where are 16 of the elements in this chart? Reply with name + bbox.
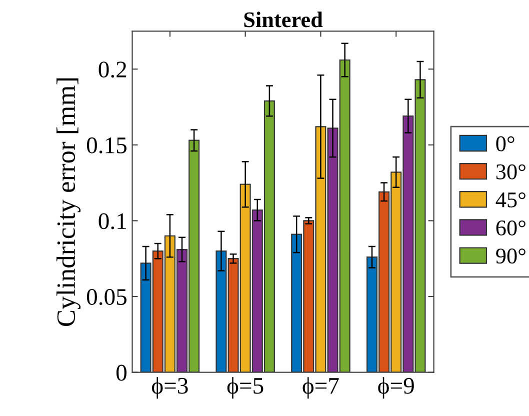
x-tick-label: ϕ=7 (302, 377, 339, 399)
y-tick-label: 0 (116, 364, 126, 381)
legend-label: 90° (496, 248, 526, 264)
legend-label: 0° (496, 136, 514, 152)
chart-title: Sintered (244, 12, 323, 28)
y-tick-label: 0.05 (86, 289, 126, 306)
legend-label: 45° (496, 192, 526, 208)
x-tick-label: ϕ=9 (378, 377, 414, 399)
y-tick-label: 0.15 (86, 137, 126, 154)
legend-label: 30° (496, 164, 526, 180)
y-tick-label: 0.2 (98, 62, 126, 78)
x-tick-label: ϕ=3 (152, 377, 188, 399)
y-tick-label: 0.1 (98, 213, 126, 230)
legend-label: 60° (496, 220, 526, 236)
x-tick-label: ϕ=5 (227, 377, 264, 399)
y-axis-title: Cylindricity error [mm] (56, 78, 81, 326)
